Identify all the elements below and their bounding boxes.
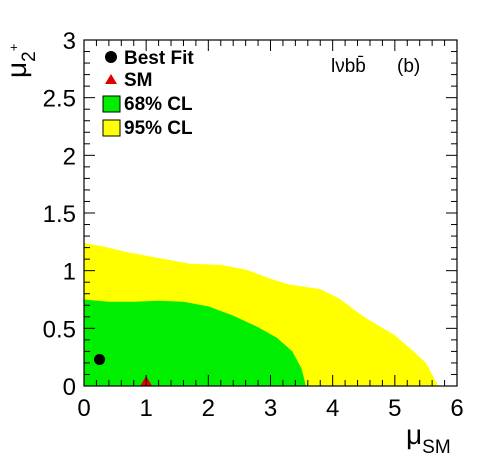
x-axis-title-sub: SM (422, 437, 451, 458)
y-tick-label: 2.5 (43, 86, 76, 113)
x-tick-label: 3 (264, 395, 277, 422)
legend-cl95-swatch (102, 119, 121, 137)
channel-annotation: lνbb̄ (331, 56, 366, 77)
panel-annotation: (b) (397, 56, 420, 77)
x-tick-label: 0 (77, 395, 90, 422)
legend-cl68-swatch (102, 95, 121, 113)
y-axis-title-sup: + (6, 44, 21, 52)
legend-cl68-label: 68% CL (124, 94, 193, 115)
x-tick-label: 1 (139, 395, 152, 422)
y-axis-title-main: μ (1, 62, 32, 78)
y-tick-label: 0 (63, 374, 76, 401)
y-axis-title: μ2+ (1, 44, 40, 78)
y-tick-label: 1 (63, 259, 76, 286)
y-tick-label: 1.5 (43, 201, 76, 228)
best-fit-point (94, 353, 106, 365)
x-tick-label: 4 (326, 395, 339, 422)
x-axis-title-main: μ (406, 419, 422, 450)
ticks-layer (83, 39, 458, 387)
x-tick-label: 2 (202, 395, 215, 422)
cl68-region (84, 299, 306, 386)
legend: Best Fit SM 68% CL 95% CL (102, 48, 194, 139)
legend-best-fit-marker (105, 51, 117, 63)
legend-sm-marker (105, 74, 117, 84)
svg-text:μ2+: μ2+ (1, 44, 40, 78)
legend-cl95-label: 95% CL (124, 118, 193, 139)
y-tick-label: 3 (63, 28, 76, 55)
y-tick-label: 0.5 (43, 316, 76, 343)
y-axis-title-sub: 2 (19, 51, 40, 62)
tick-labels-layer: 0 1 2 3 4 5 6 0 0.5 1 1.5 2 2.5 3 (43, 28, 464, 422)
x-tick-label: 5 (388, 395, 401, 422)
y-tick-label: 2 (63, 143, 76, 170)
x-axis-title: μSM (406, 419, 451, 458)
x-tick-label: 6 (450, 395, 463, 422)
legend-best-fit-label: Best Fit (124, 48, 194, 69)
legend-sm-label: SM (124, 70, 153, 91)
